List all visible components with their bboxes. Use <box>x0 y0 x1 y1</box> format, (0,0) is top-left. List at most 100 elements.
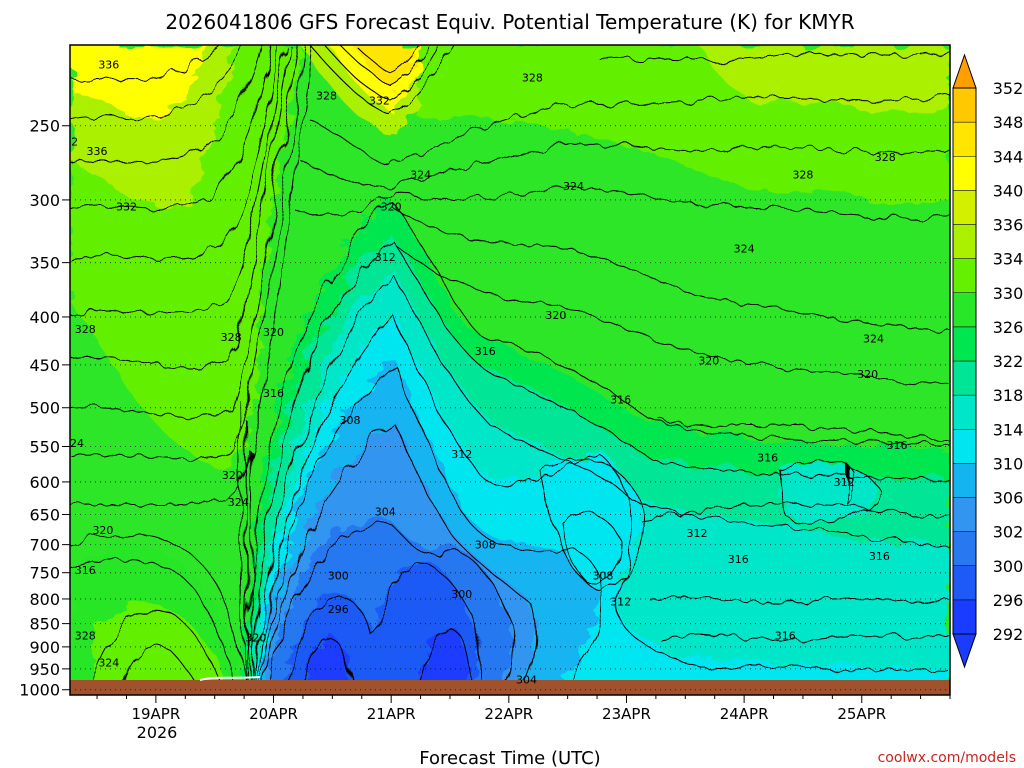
y-tick-label: 800 <box>29 590 60 609</box>
plot-frame <box>69 44 951 696</box>
contour-label: 316 <box>728 553 749 566</box>
contour-label: 328 <box>221 331 242 344</box>
contour-label: 316 <box>263 387 284 400</box>
fill-region-314-right-mid <box>780 461 880 524</box>
colorbar-segment <box>952 360 977 396</box>
colorbar-segment <box>952 394 977 430</box>
colorbar-label: 326 <box>993 318 1024 337</box>
contour-label: 324 <box>98 656 119 669</box>
colorbar-label: 310 <box>993 454 1024 473</box>
y-tick-label: 1000 <box>19 681 60 700</box>
contour-label: 336 <box>98 58 119 71</box>
contour-label: 320 <box>245 632 266 645</box>
colorbar-segment <box>952 121 977 157</box>
chart-title: 2026041806 GFS Forecast Equiv. Potential… <box>165 10 854 34</box>
contour-label: 324 <box>228 496 249 509</box>
contour-label: 328 <box>875 151 896 164</box>
contour-label: 320 <box>545 309 566 322</box>
colorbar-label: 300 <box>993 557 1024 576</box>
contour-label: 316 <box>610 394 631 407</box>
credit-text: coolwx.com/models <box>878 750 1016 766</box>
contour-label: 316 <box>475 345 496 358</box>
contour-label: 304 <box>516 673 537 686</box>
colorbar-label: 336 <box>993 216 1024 235</box>
y-tick-label: 900 <box>29 638 60 657</box>
contour-label: 328 <box>522 71 543 84</box>
contour-label: 312 <box>834 476 855 489</box>
contour-label: 300 <box>328 569 349 582</box>
y-tick-label: 750 <box>29 564 60 583</box>
fill-region-292 <box>300 625 470 690</box>
y-tick-label: 700 <box>29 536 60 555</box>
fill-region-344-top <box>355 45 420 88</box>
colorbar-label: 348 <box>993 113 1024 132</box>
colorbar-segment <box>952 190 977 225</box>
colorbar-label: 340 <box>993 181 1024 200</box>
colorbar-label: 318 <box>993 386 1024 405</box>
contour-label: 320 <box>263 326 284 339</box>
contour-label: 312 <box>610 595 631 608</box>
contour-label: 324 <box>563 180 584 193</box>
contour-label: 324 <box>734 242 755 255</box>
contour-label: 332 <box>116 201 137 214</box>
contour-label: 320 <box>698 354 719 367</box>
contour-label: 308 <box>340 414 361 427</box>
x-tick-label: 23APR <box>602 705 651 723</box>
contour-label: 320 <box>222 469 243 482</box>
contour-label: 324 <box>63 437 84 450</box>
contour-label: 316 <box>869 550 890 563</box>
contour-label: 328 <box>316 89 337 102</box>
colorbar-segment <box>952 599 977 635</box>
colorbar-label: 344 <box>993 147 1024 166</box>
colorbar-segment <box>952 463 977 498</box>
contour-label: 328 <box>792 169 813 182</box>
colorbar-label: 352 <box>993 79 1024 98</box>
contour-label: 332 <box>57 136 78 149</box>
ground-surface <box>70 680 950 695</box>
contour-label: 316 <box>75 564 96 577</box>
contour-label: 296 <box>328 603 349 616</box>
x-axis-year: 2026 <box>137 723 178 742</box>
y-tick-label: 550 <box>29 438 60 457</box>
contour-label: 324 <box>410 169 431 182</box>
fill-region-340 <box>70 45 210 120</box>
colorbar-frame <box>952 87 977 635</box>
x-tick-label: 22APR <box>484 705 533 723</box>
colorbar-segment <box>952 326 977 362</box>
contour-label: 320 <box>381 201 402 214</box>
colorbar-segment <box>952 224 977 259</box>
colorbar-label: 306 <box>993 489 1024 508</box>
colorbar: 352 348 344 340 336 334 330 326 322 318 314 310 306 3… <box>952 53 1024 669</box>
y-tick-label: 400 <box>29 308 60 327</box>
colorbar-max-arrow <box>952 53 977 89</box>
y-axis: 250 300 350 400 450 500 550 600 650 700 750 800 850 9… <box>19 117 70 700</box>
contour-label: 328 <box>75 323 96 336</box>
y-tick-label: 600 <box>29 473 60 492</box>
contour-label: 332 <box>842 35 863 48</box>
contour-lines <box>70 45 950 691</box>
plot-area: 336 332 336 332 328 324 320 312 316 328 324 328 320 3… <box>57 35 950 695</box>
colorbar-label: 296 <box>993 591 1024 610</box>
x-tick-label: 21APR <box>367 705 416 723</box>
x-axis: 19APR 20APR 21APR 22APR 23APR 24APR 25APR <box>96 695 951 723</box>
contour-label: 328 <box>75 629 96 642</box>
contour-label: 308 <box>475 539 496 552</box>
field-fills <box>70 45 950 690</box>
contour-label: 316 <box>757 451 778 464</box>
colorbar-segment <box>952 258 977 293</box>
colorbar-segment <box>952 531 977 566</box>
fill-region-310-pocket <box>540 460 643 590</box>
colorbar-segment <box>952 429 977 464</box>
contour-labels: 336 332 336 332 328 324 320 312 316 328 324 328 320 3… <box>57 35 908 686</box>
colorbar-segment <box>952 156 977 191</box>
colorbar-min-arrow <box>952 633 977 669</box>
x-tick-label: 25APR <box>837 705 886 723</box>
y-tick-label: 500 <box>29 399 60 418</box>
contour-label: 316 <box>887 439 908 452</box>
contour-label: 332 <box>369 95 390 108</box>
x-axis-label: Forecast Time (UTC) <box>419 748 600 768</box>
y-tick-label: 650 <box>29 505 60 524</box>
contour-label: 312 <box>451 448 472 461</box>
contour-label: 312 <box>375 251 396 264</box>
